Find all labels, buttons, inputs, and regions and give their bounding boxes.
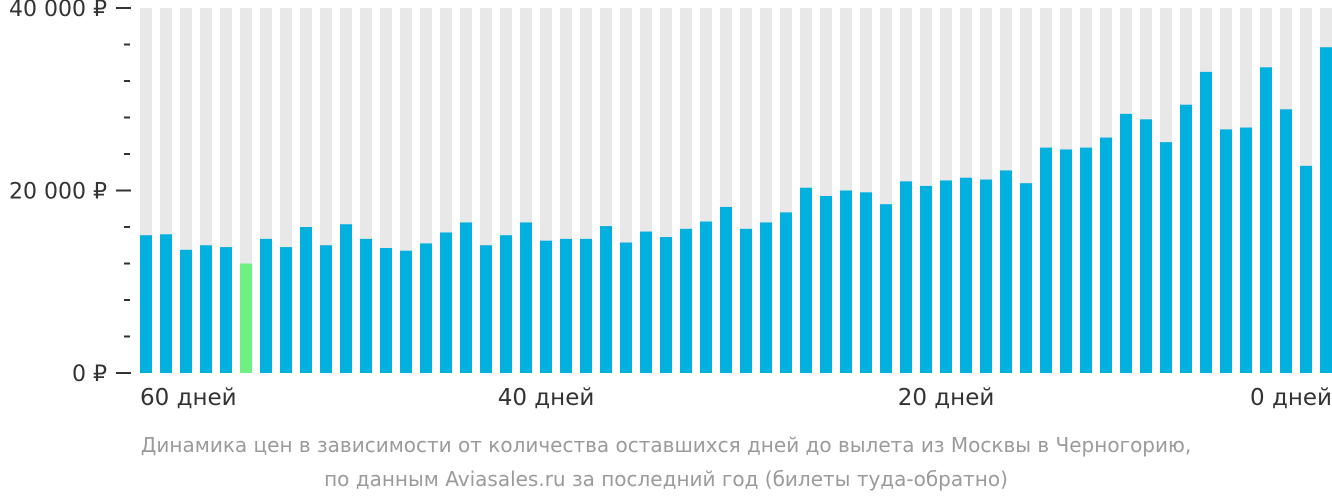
bar <box>880 204 892 373</box>
bar <box>280 247 292 373</box>
bar <box>1000 170 1012 373</box>
bar <box>160 234 172 373</box>
bar <box>920 185 932 373</box>
bar <box>620 242 632 373</box>
bar <box>540 240 552 373</box>
bar <box>220 247 232 373</box>
bar <box>460 222 472 373</box>
bar <box>1220 129 1232 373</box>
bar <box>1160 142 1172 373</box>
price-bars <box>140 47 1332 374</box>
bar <box>200 245 212 373</box>
bar <box>140 235 152 373</box>
bar <box>500 235 512 373</box>
bar <box>760 222 772 373</box>
bar <box>480 245 492 373</box>
y-tick-label: 20 000 ₽ <box>9 180 107 205</box>
bar <box>940 180 952 373</box>
bar <box>360 238 372 373</box>
price-dynamics-chart: 40 000 ₽ 20 000 ₽ 0 ₽ 60 дней 40 дней 20 дне… <box>9 0 1332 411</box>
bar <box>320 245 332 373</box>
bar <box>180 249 192 373</box>
bar <box>720 206 732 373</box>
bar <box>440 232 452 373</box>
bar <box>1020 183 1032 373</box>
bar <box>680 228 692 373</box>
x-tick-label: 60 дней <box>140 385 237 411</box>
bar <box>400 250 412 373</box>
bar <box>840 190 852 373</box>
bar <box>1200 71 1212 373</box>
background-bars <box>140 8 1332 373</box>
bar <box>580 238 592 373</box>
y-tick-label: 40 000 ₽ <box>9 0 107 22</box>
bar <box>1060 149 1072 373</box>
bar <box>1040 147 1052 373</box>
bar <box>260 238 272 373</box>
bar <box>380 247 392 373</box>
bar <box>420 243 432 373</box>
y-axis: 40 000 ₽ 20 000 ₽ 0 ₽ <box>9 0 131 387</box>
bar <box>900 181 912 373</box>
bar <box>1100 137 1112 373</box>
bar <box>1260 67 1272 373</box>
bar <box>820 195 832 373</box>
bar <box>340 224 352 373</box>
bar <box>700 221 712 373</box>
bar <box>960 177 972 373</box>
y-tick-label: 0 ₽ <box>72 362 107 387</box>
x-tick-label: 20 дней <box>898 385 995 411</box>
bar <box>1080 147 1092 373</box>
bar <box>1240 127 1252 373</box>
bar <box>860 192 872 373</box>
x-tick-label: 0 дней <box>1250 385 1332 411</box>
bar <box>980 179 992 373</box>
bar <box>1140 119 1152 373</box>
bar <box>1320 47 1332 374</box>
bar <box>740 228 752 373</box>
bar <box>1300 165 1312 373</box>
bar <box>640 231 652 373</box>
x-tick-label: 40 дней <box>498 385 595 411</box>
bar <box>1120 113 1132 373</box>
bar <box>560 238 572 373</box>
bar <box>780 212 792 373</box>
chart-caption-line-2: по данным Aviasales.ru за последний год … <box>324 467 1008 491</box>
x-axis: 60 дней 40 дней 20 дней 0 дней <box>140 385 1332 411</box>
chart-caption-line-1: Динамика цен в зависимости от количества… <box>140 433 1192 457</box>
bar-cheapest <box>240 263 252 373</box>
bar <box>300 227 312 373</box>
bar <box>660 237 672 373</box>
bar <box>600 226 612 373</box>
bar <box>1180 104 1192 373</box>
bar <box>520 222 532 373</box>
bar <box>800 187 812 373</box>
bar <box>1280 109 1292 373</box>
